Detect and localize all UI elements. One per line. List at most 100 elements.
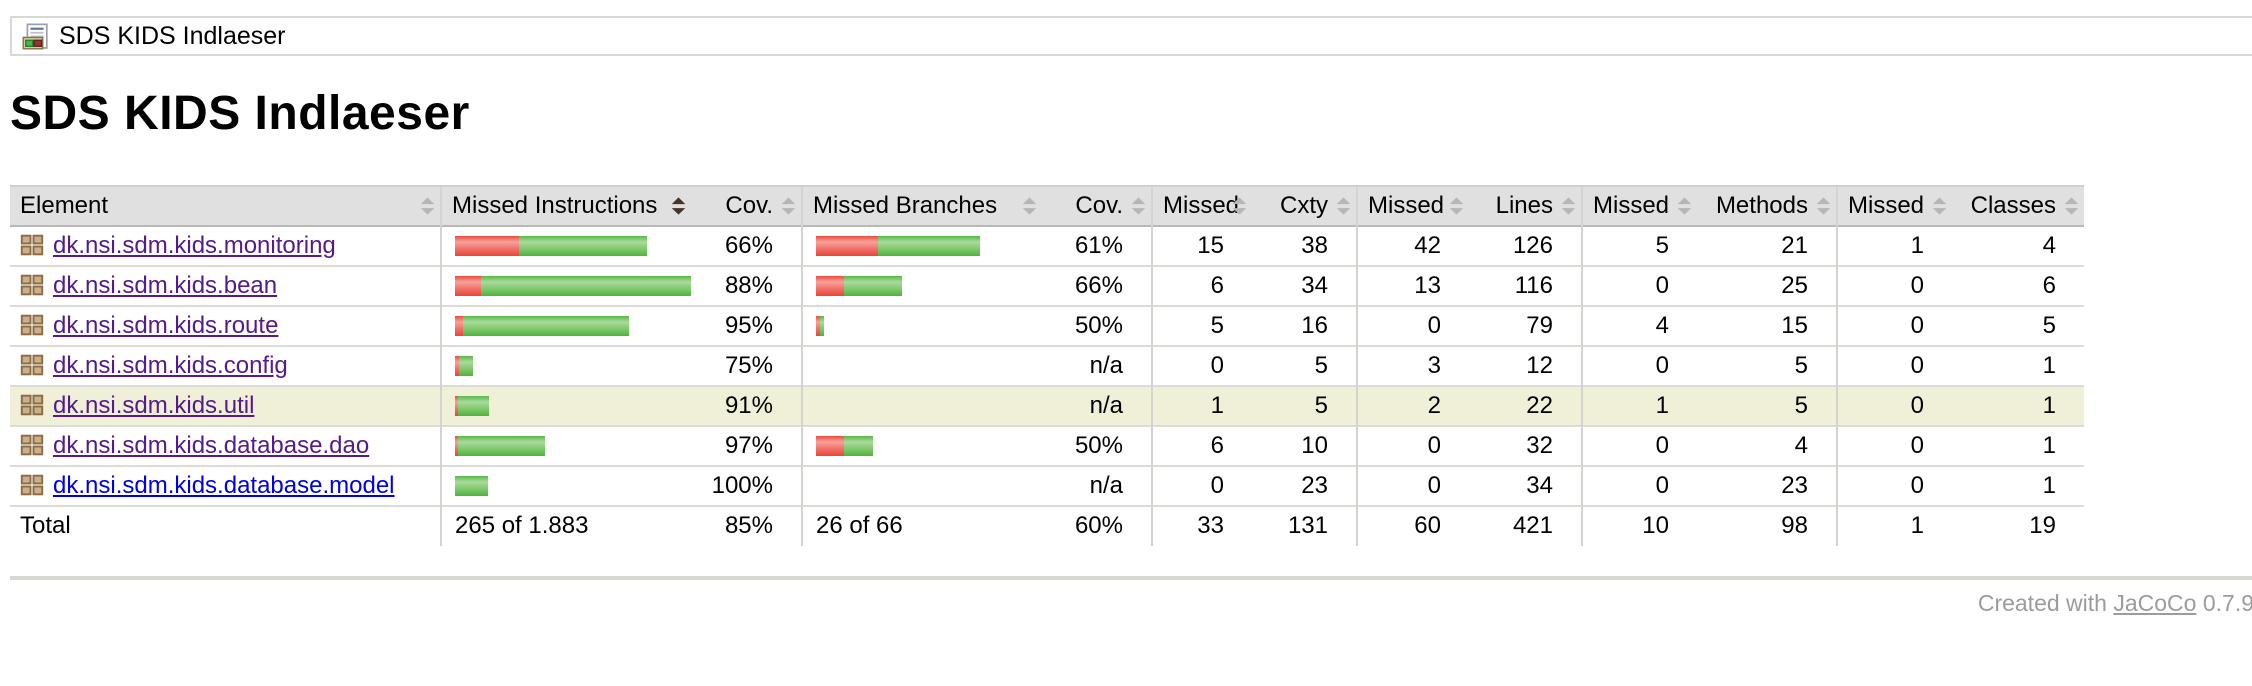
covered-bar-segment — [481, 276, 691, 297]
column-header-cov-[interactable]: Cov. — [691, 184, 802, 226]
cxty-value: 34 — [1301, 271, 1328, 299]
missed-classes-value: 0 — [1836, 385, 1952, 426]
branch-coverage: 66% — [1074, 271, 1123, 299]
package-link[interactable]: dk.nsi.sdm.kids.database.model — [53, 471, 395, 499]
missed-cxty-value: 5 — [1151, 305, 1252, 346]
missed-bar-segment — [816, 236, 878, 257]
column-header-cov-[interactable]: Cov. — [1042, 184, 1152, 226]
missed-methods-value: 4 — [1581, 305, 1697, 346]
cxty-value: 5 — [1314, 351, 1328, 379]
column-header-missed[interactable]: Missed — [1151, 184, 1252, 226]
sort-icon — [1932, 196, 1947, 215]
missed-bar-segment — [816, 276, 844, 297]
lines-value: 32 — [1526, 431, 1553, 459]
element-cell: dk.nsi.sdm.kids.bean — [10, 266, 441, 306]
column-header-element[interactable]: Element — [10, 184, 441, 226]
instructions-bar — [440, 425, 691, 466]
sort-icon — [1232, 196, 1247, 215]
column-label: Cxty — [1280, 191, 1328, 219]
covered-bar-segment — [458, 436, 545, 457]
classes-value: 5 — [2042, 311, 2056, 339]
instruction-coverage: 97% — [724, 431, 773, 459]
missed-bar-segment — [455, 236, 519, 257]
instructions-bar — [440, 265, 691, 306]
package-link[interactable]: dk.nsi.sdm.kids.config — [53, 351, 288, 379]
column-label: Methods — [1715, 191, 1808, 219]
classes-value: 4 — [2042, 231, 2056, 259]
instruction-coverage: 66% — [724, 231, 773, 259]
missed-classes-value: 0 — [1836, 425, 1952, 466]
branches-bar — [801, 345, 1042, 386]
branch-coverage: 50% — [1074, 431, 1123, 459]
sort-icon — [420, 196, 435, 215]
package-icon — [20, 434, 44, 456]
branch-coverage: n/a — [1089, 351, 1123, 379]
footer-divider — [10, 575, 2252, 580]
instructions-bar — [440, 385, 691, 426]
breadcrumb-session-label: SDS KIDS Indlaeser — [59, 21, 286, 50]
package-icon — [20, 234, 44, 256]
column-header-missed[interactable]: Missed — [1356, 184, 1469, 226]
column-header-classes[interactable]: Classes — [1952, 184, 2084, 226]
branches-bar — [801, 465, 1042, 506]
covered-bar-segment — [820, 316, 824, 337]
jacoco-link[interactable]: JaCoCo — [2113, 589, 2197, 616]
column-header-missed-instructions[interactable]: Missed Instructions — [440, 184, 691, 226]
package-icon — [20, 394, 44, 416]
missed-classes-value: 0 — [1836, 305, 1952, 346]
branch-coverage: n/a — [1089, 471, 1123, 499]
column-label: Missed Instructions — [452, 191, 658, 219]
column-label: Missed — [1848, 191, 1925, 219]
lines-value: 34 — [1526, 471, 1553, 499]
total-branches: 26 of 66 — [801, 505, 1042, 546]
methods-value: 25 — [1781, 271, 1808, 299]
total-branch-coverage: 60% — [1042, 505, 1152, 546]
branch-coverage: n/a — [1089, 391, 1123, 419]
column-label: Classes — [1970, 191, 2056, 219]
missed-cxty-value: 0 — [1151, 345, 1252, 386]
total-classes: 19 — [1952, 505, 2084, 546]
column-header-missed[interactable]: Missed — [1836, 184, 1952, 226]
report-icon — [22, 23, 48, 49]
package-link[interactable]: dk.nsi.sdm.kids.route — [53, 311, 279, 339]
column-header-cxty[interactable]: Cxty — [1252, 184, 1357, 226]
branch-coverage: 50% — [1074, 311, 1123, 339]
package-link[interactable]: dk.nsi.sdm.kids.util — [53, 391, 255, 419]
covered-bar-segment — [878, 236, 980, 257]
missed-methods-value: 0 — [1581, 425, 1697, 466]
package-link[interactable]: dk.nsi.sdm.kids.database.dao — [53, 431, 370, 459]
column-header-missed-branches[interactable]: Missed Branches — [801, 184, 1042, 226]
covered-bar-segment — [844, 276, 902, 297]
page: SDS KIDS Indlaeser SDS KIDS Indlaeser El… — [10, 16, 2252, 616]
instructions-bar — [440, 225, 691, 266]
table-row: dk.nsi.sdm.kids.bean 88% 66% 6 34 13 116 0 25 0 6 — [10, 265, 2084, 306]
package-icon — [20, 354, 44, 376]
missed-lines-value: 0 — [1356, 425, 1469, 466]
total-instructions: 265 of 1.883 — [440, 505, 691, 546]
missed-lines-value: 3 — [1356, 345, 1469, 386]
table-row: dk.nsi.sdm.kids.route 95% 50% 5 16 0 79 4 15 0 5 — [10, 305, 2084, 346]
column-header-methods[interactable]: Methods — [1697, 184, 1837, 226]
package-icon — [20, 314, 44, 336]
jacoco-version: 0.7.9 — [2196, 589, 2252, 616]
covered-bar-segment — [844, 436, 873, 457]
column-header-missed[interactable]: Missed — [1581, 184, 1697, 226]
methods-value: 15 — [1781, 311, 1808, 339]
package-link[interactable]: dk.nsi.sdm.kids.monitoring — [53, 231, 336, 259]
missed-methods-value: 1 — [1581, 385, 1697, 426]
element-cell: dk.nsi.sdm.kids.database.dao — [10, 426, 441, 466]
column-label: Element — [20, 191, 109, 219]
element-cell: dk.nsi.sdm.kids.monitoring — [10, 226, 441, 266]
package-link[interactable]: dk.nsi.sdm.kids.bean — [53, 271, 278, 299]
total-instruction-coverage: 85% — [691, 505, 802, 546]
element-cell: dk.nsi.sdm.kids.config — [10, 346, 441, 386]
column-header-lines[interactable]: Lines — [1469, 184, 1582, 226]
sort-icon — [1449, 196, 1464, 215]
branches-bar — [801, 225, 1042, 266]
branches-bar — [801, 305, 1042, 346]
sort-icon — [2064, 196, 2079, 215]
table-header-row: Element Missed Instructions Cov. Missed Bra… — [10, 184, 2084, 226]
missed-methods-value: 0 — [1581, 265, 1697, 306]
column-label: Missed Branches — [813, 191, 998, 219]
sort-icon — [1336, 196, 1351, 215]
